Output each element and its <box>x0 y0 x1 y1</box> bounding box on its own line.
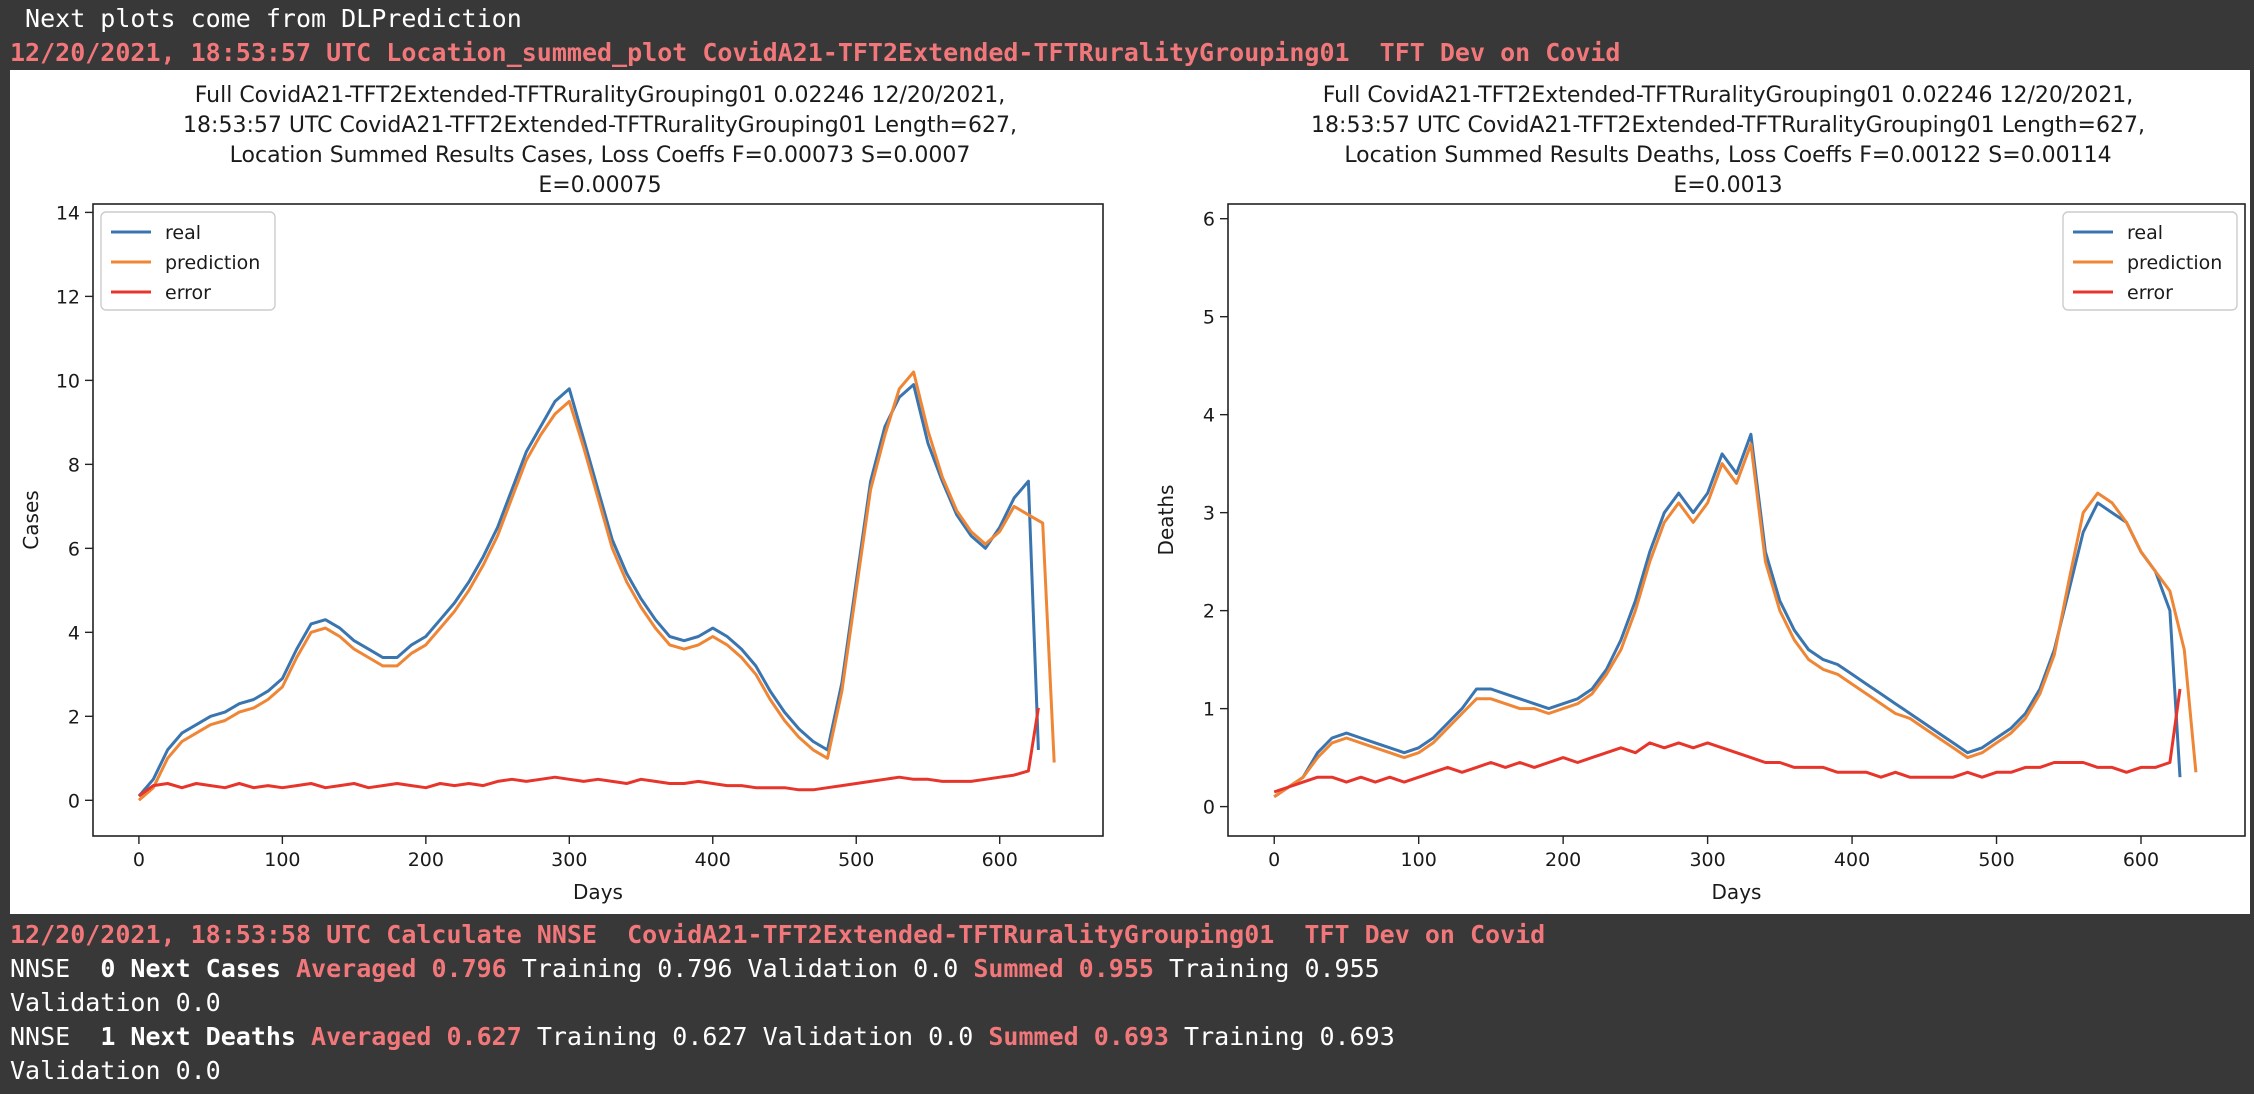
nnse-label: 1 Next Deaths <box>100 1022 296 1051</box>
y-tick-label: 14 <box>56 202 80 224</box>
y-axis-label: Cases <box>19 490 43 549</box>
y-tick-label: 4 <box>68 622 80 644</box>
legend-label-prediction: prediction <box>165 252 260 274</box>
header-line-location-plot: 12/20/2021, 18:53:57 UTC Location_summed… <box>10 38 1621 67</box>
chart-title-line: E=0.00075 <box>538 173 661 198</box>
nnse-averaged: Averaged 0.796 <box>296 954 507 983</box>
plots-figure: Full CovidA21-TFT2Extended-TFTRuralityGr… <box>19 83 2246 904</box>
nnse-averaged: Averaged 0.627 <box>311 1022 522 1051</box>
nnse-tail: Training 0.955 <box>1153 954 1380 983</box>
y-tick-label: 2 <box>68 706 80 728</box>
x-tick-label: 600 <box>2123 849 2159 871</box>
series-line-real <box>137 383 1040 798</box>
y-tick-label: 12 <box>56 286 80 308</box>
chart-title-line: Location Summed Results Cases, Loss Coef… <box>230 143 971 168</box>
nnse-prefix: NNSE <box>10 954 101 983</box>
y-tick-label: 6 <box>1203 209 1215 231</box>
series-line-prediction <box>137 370 1056 802</box>
x-tick-label: 100 <box>264 849 300 871</box>
chart-title-line: Location Summed Results Deaths, Loss Coe… <box>1344 143 2111 168</box>
legend-label-real: real <box>2127 222 2163 244</box>
plot-frame <box>1227 203 2246 837</box>
nnse-tail: Training 0.693 <box>1168 1022 1395 1051</box>
nnse-summed: Summed 0.693 <box>988 1022 1169 1051</box>
y-tick-label: 4 <box>1203 405 1215 427</box>
x-tick-label: 200 <box>1545 849 1581 871</box>
chart-title-line: Full CovidA21-TFT2Extended-TFTRuralityGr… <box>1323 83 2134 108</box>
y-tick-label: 2 <box>1203 601 1215 623</box>
y-tick-label: 0 <box>1203 797 1215 819</box>
chart-deaths: Full CovidA21-TFT2Extended-TFTRuralityGr… <box>1154 83 2246 904</box>
series-line-error <box>1273 688 2182 794</box>
y-tick-label: 10 <box>56 370 80 392</box>
x-axis-label: Days <box>1712 880 1762 904</box>
x-tick-label: 100 <box>1401 849 1437 871</box>
plot-frame <box>92 203 1104 837</box>
nnse-calc-line: 12/20/2021, 18:53:58 UTC Calculate NNSE … <box>10 920 1546 949</box>
y-tick-label: 1 <box>1203 699 1215 721</box>
x-tick-label: 200 <box>408 849 444 871</box>
x-tick-label: 0 <box>1268 849 1280 871</box>
legend: real prediction error <box>100 211 276 311</box>
nnse-mid: Training 0.627 Validation 0.0 <box>521 1022 989 1051</box>
x-tick-label: 600 <box>982 849 1018 871</box>
header-line-source: Next plots come from DLPrediction <box>10 4 522 33</box>
chart-title-line: 18:53:57 UTC CovidA21-TFT2Extended-TFTRu… <box>183 113 1017 138</box>
x-tick-label: 400 <box>1834 849 1870 871</box>
legend-label-error: error <box>2127 282 2173 304</box>
y-tick-label: 0 <box>68 790 80 812</box>
series-line-prediction <box>1273 442 2198 799</box>
nnse-label: 0 Next Cases <box>100 954 281 983</box>
plot-panel: Full CovidA21-TFT2Extended-TFTRuralityGr… <box>10 70 2250 914</box>
chart-cases: Full CovidA21-TFT2Extended-TFTRuralityGr… <box>19 83 1104 904</box>
legend-label-error: error <box>165 282 211 304</box>
x-tick-label: 500 <box>1978 849 2014 871</box>
legend: real prediction error <box>2062 211 2238 311</box>
x-tick-label: 500 <box>838 849 874 871</box>
x-axis-label: Days <box>573 880 623 904</box>
y-axis-label: Deaths <box>1154 485 1178 556</box>
nnse-prefix: NNSE <box>10 1022 101 1051</box>
series-line-error <box>138 707 1040 798</box>
nnse-validation-cases: Validation 0.0 <box>10 988 221 1017</box>
x-tick-label: 400 <box>695 849 731 871</box>
legend-box <box>100 211 276 311</box>
y-tick-label: 8 <box>68 454 80 476</box>
nnse-row-deaths: NNSE 1 Next Deaths Averaged 0.627 Traini… <box>10 1020 1395 1054</box>
y-tick-label: 5 <box>1203 307 1215 329</box>
nnse-mid: Training 0.796 Validation 0.0 <box>506 954 974 983</box>
nnse-validation-deaths: Validation 0.0 <box>10 1056 221 1085</box>
legend-box <box>2062 211 2238 311</box>
x-tick-label: 300 <box>551 849 587 871</box>
y-tick-label: 3 <box>1203 503 1215 525</box>
chart-title-line: 18:53:57 UTC CovidA21-TFT2Extended-TFTRu… <box>1311 113 2145 138</box>
legend-label-real: real <box>165 222 201 244</box>
x-tick-label: 300 <box>1689 849 1725 871</box>
chart-title-line: E=0.0013 <box>1673 173 1782 198</box>
x-tick-label: 0 <box>133 849 145 871</box>
series-line-real <box>1273 432 2182 799</box>
y-tick-label: 6 <box>68 538 80 560</box>
chart-title-line: Full CovidA21-TFT2Extended-TFTRuralityGr… <box>195 83 1006 108</box>
nnse-row-cases: NNSE 0 Next Cases Averaged 0.796 Trainin… <box>10 952 1380 986</box>
legend-label-prediction: prediction <box>2127 252 2222 274</box>
nnse-summed: Summed 0.955 <box>973 954 1154 983</box>
